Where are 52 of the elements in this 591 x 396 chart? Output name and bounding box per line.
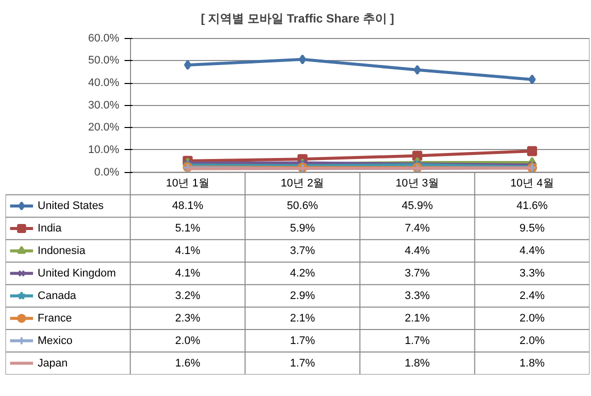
data-label: 4.4% xyxy=(520,244,545,257)
data-label: 41.6% xyxy=(516,200,548,212)
data-label: 2.1% xyxy=(404,312,430,324)
data-label: 2.0% xyxy=(520,334,545,347)
x-tick-label: 10년 1월 xyxy=(166,178,210,190)
data-label: 1.6% xyxy=(175,357,200,370)
x-tick-label: 10년 3월 xyxy=(396,178,440,190)
data-label: 2.0% xyxy=(175,334,200,347)
data-label: 3.3% xyxy=(404,290,430,302)
legend-label: India xyxy=(38,222,62,234)
data-label: 2.9% xyxy=(290,290,316,302)
legend-label: Canada xyxy=(38,290,78,302)
data-label: 1.8% xyxy=(404,357,430,370)
y-tick-label: 10.0% xyxy=(88,144,120,156)
y-tick-label: 50.0% xyxy=(88,54,120,67)
data-label: 4.4% xyxy=(404,244,430,257)
y-tick-label: 60.0% xyxy=(88,32,120,44)
y-tick-label: 30.0% xyxy=(88,99,120,112)
data-label: 50.6% xyxy=(286,200,318,212)
data-label: 2.3% xyxy=(175,312,200,324)
data-label: 2.4% xyxy=(520,290,545,302)
data-label: 3.7% xyxy=(404,267,430,280)
x-tick-label: 10년 2월 xyxy=(280,178,324,190)
data-label: 1.7% xyxy=(290,334,316,347)
data-label: 7.4% xyxy=(404,222,430,234)
data-label: 4.1% xyxy=(175,244,200,257)
data-label: 1.8% xyxy=(520,357,545,370)
chart-title: [ 지역별 모바일 Traffic Share 추이 ] xyxy=(200,12,394,26)
data-label: 2.0% xyxy=(520,312,545,324)
legend-label: United Kingdom xyxy=(38,267,116,280)
y-tick-label: 0.0% xyxy=(94,166,120,178)
data-label: 1.7% xyxy=(290,357,316,370)
data-label: 5.1% xyxy=(175,222,200,234)
data-label: 3.2% xyxy=(175,290,200,302)
x-tick-label: 10년 4월 xyxy=(510,178,554,190)
data-label: 2.1% xyxy=(290,312,316,324)
y-tick-label: 20.0% xyxy=(88,122,120,134)
data-label: 1.7% xyxy=(404,334,430,347)
data-label: 4.2% xyxy=(290,267,316,280)
data-label: 5.9% xyxy=(290,222,316,234)
legend-label: Mexico xyxy=(38,334,72,347)
legend-label: Indonesia xyxy=(38,244,86,257)
data-label: 45.9% xyxy=(402,200,434,212)
data-label: 48.1% xyxy=(172,200,204,212)
legend-label: Japan xyxy=(38,357,68,370)
data-label: 3.3% xyxy=(520,267,545,280)
data-label: 9.5% xyxy=(520,222,545,234)
legend-label: United States xyxy=(38,200,104,212)
legend-label: France xyxy=(38,312,72,324)
y-tick-label: 40.0% xyxy=(88,77,120,90)
data-label: 3.7% xyxy=(290,244,316,257)
data-label: 4.1% xyxy=(175,267,200,280)
